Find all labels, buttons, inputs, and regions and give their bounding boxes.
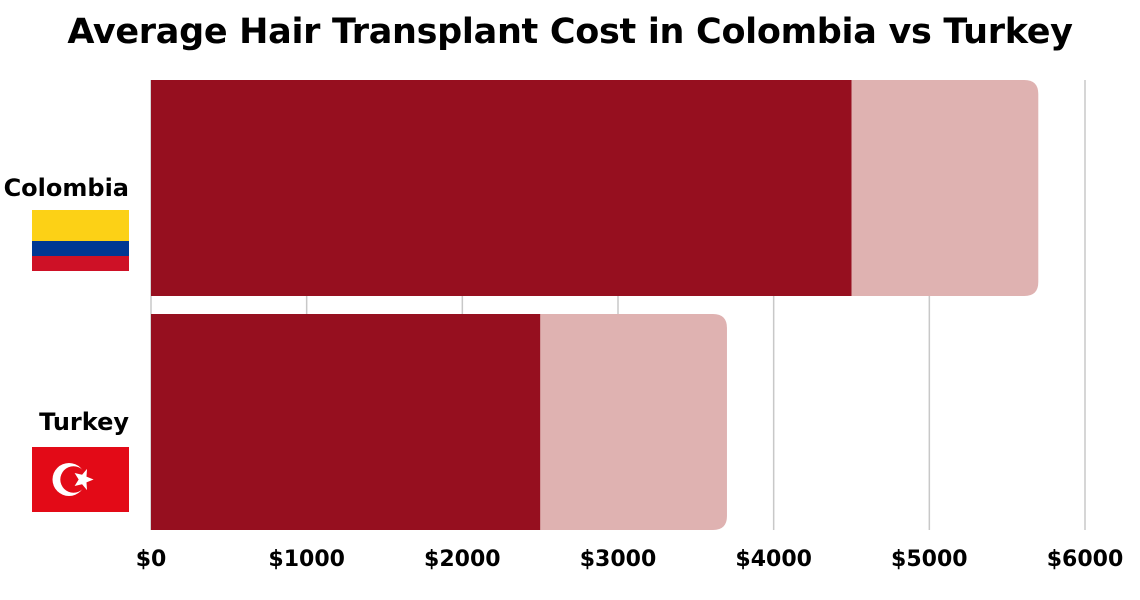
x-tick-label: $2000 (424, 547, 501, 572)
x-axis: $0 $1000 $2000 $3000 $4000 $5000 $6000 (136, 547, 1124, 572)
x-tick-label: $1000 (268, 547, 345, 572)
chart-title: Average Hair Transplant Cost in Colombia… (67, 12, 1073, 52)
bars (151, 80, 1039, 530)
category-label-turkey: Turkey (39, 408, 129, 436)
y-axis: Colombia Turkey (4, 174, 130, 436)
turkey-flag (32, 447, 129, 512)
x-tick-label: $5000 (891, 547, 968, 572)
bar-turkey-primary (151, 314, 541, 530)
x-tick-label: $0 (136, 547, 167, 572)
x-tick-label: $3000 (580, 547, 657, 572)
category-label-colombia: Colombia (4, 174, 129, 202)
colombia-flag (32, 210, 129, 271)
x-tick-label: $6000 (1047, 547, 1124, 572)
bar-colombia-primary (151, 80, 852, 296)
x-tick-label: $4000 (735, 547, 812, 572)
